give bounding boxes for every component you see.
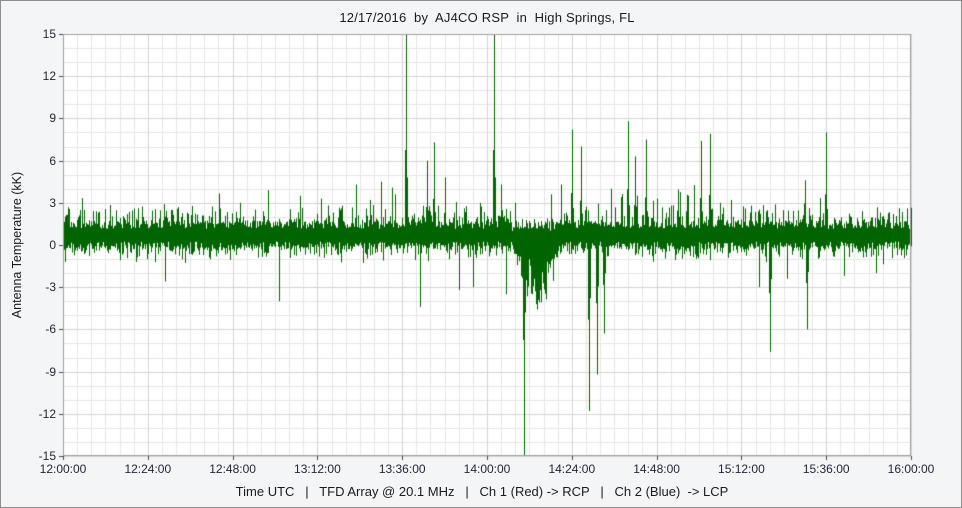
- x-tick-label: 12:24:00: [124, 462, 172, 476]
- y-tick-label: 9: [49, 111, 56, 126]
- y-tick-label: 12: [42, 69, 56, 84]
- x-tick-label: 15:12:00: [718, 462, 765, 476]
- y-tick-label: 0: [49, 238, 56, 252]
- y-tick-label: 15: [42, 27, 56, 41]
- chart-title: 12/17/2016 by AJ4CO RSP in High Springs,…: [339, 10, 635, 25]
- x-tick-label: 15:36:00: [802, 462, 850, 476]
- chart-footer-caption: Time UTC | TFD Array @ 20.1 MHz | Ch 1 (…: [235, 484, 729, 499]
- x-tick-label: 14:00:00: [463, 462, 511, 476]
- y-tick-label: -6: [45, 322, 56, 337]
- y-tick-label: 3: [49, 195, 56, 210]
- y-tick-label: -15: [38, 449, 56, 463]
- x-tick-label: 12:48:00: [209, 462, 256, 476]
- x-tick-label: 16:00:00: [887, 462, 935, 476]
- y-tick-label: -9: [45, 364, 56, 379]
- x-tick-label: 13:36:00: [378, 462, 426, 476]
- y-tick-label: -3: [45, 280, 56, 295]
- x-tick-label: 14:24:00: [548, 462, 596, 476]
- y-tick-label: -12: [38, 406, 56, 421]
- x-tick-label: 14:48:00: [633, 462, 680, 476]
- x-tick-label: 12:00:00: [39, 462, 87, 476]
- x-tick-label: 13:12:00: [294, 462, 341, 476]
- y-tick-label: 6: [49, 153, 56, 168]
